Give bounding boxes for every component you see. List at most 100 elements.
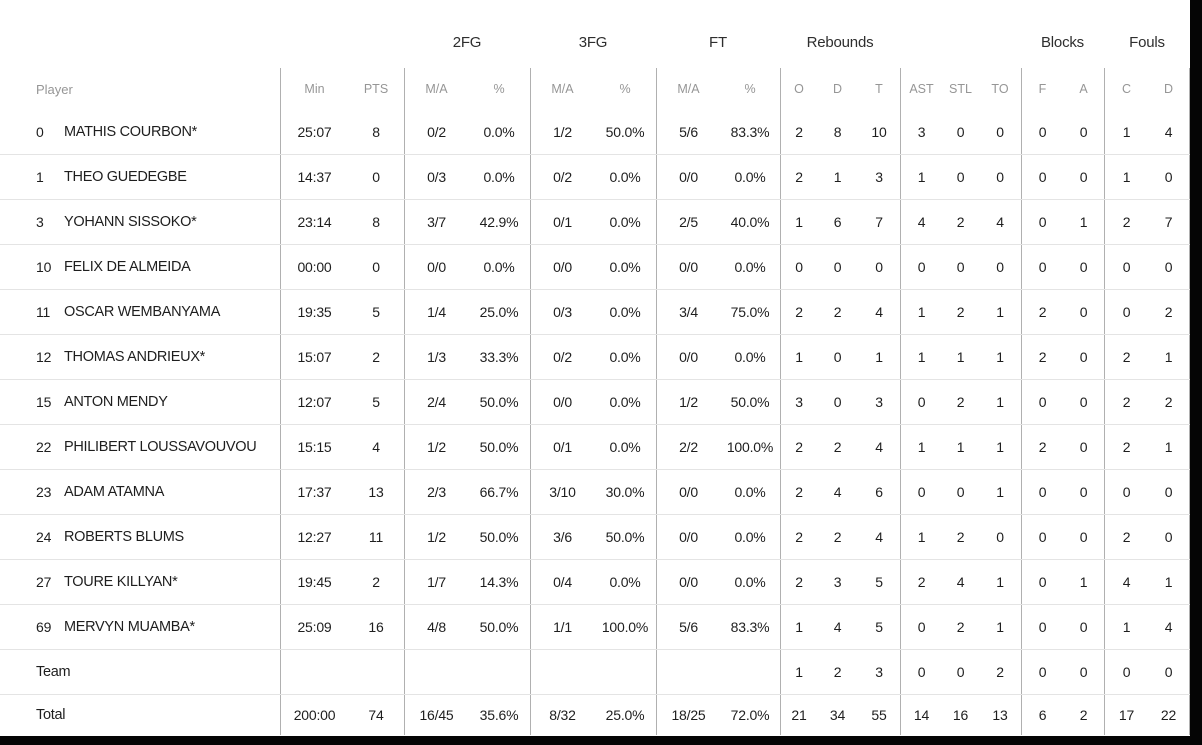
fouls-drawn-cell: 22 xyxy=(1148,695,1190,735)
points-cell: 5 xyxy=(372,304,380,320)
rebounds-total-cell: 3 xyxy=(875,169,883,185)
player-name: MATHIS COURBON* xyxy=(64,124,197,140)
header-pts: PTS xyxy=(363,82,389,96)
3fg-made-attempted-cell: 1/1 xyxy=(530,605,594,649)
turnovers-cell: 1 xyxy=(996,304,1004,320)
rebounds-offensive-cell: 0 xyxy=(780,245,817,289)
ft-percent-cell: 0.0% xyxy=(734,259,766,275)
group-header-rebounds: Rebounds xyxy=(806,33,874,51)
minutes-cell: 19:45 xyxy=(280,560,348,604)
rebounds-defensive-cell: 0 xyxy=(833,259,842,275)
table-row-player: 1 THEO GUEDEGBE 14:37 0 0/3 0.0% 0/2 0.0… xyxy=(0,155,1190,200)
minutes-cell: 25:09 xyxy=(280,605,348,649)
points-cell: 0 xyxy=(372,259,380,275)
player-cell: 3 YOHANN SISSOKO* xyxy=(0,200,280,244)
2fg-percent-cell: 50.0% xyxy=(479,439,519,455)
2fg-made-attempted-cell xyxy=(404,650,468,694)
2fg-percent-cell: 50.0% xyxy=(479,619,519,635)
3fg-made-attempted-cell: 0/2 xyxy=(530,335,594,379)
minutes-cell xyxy=(280,650,348,694)
3fg-made-attempted-cell: 3/6 xyxy=(530,515,594,559)
points-cell: 5 xyxy=(372,394,380,410)
fouls-committed-cell: 0 xyxy=(1104,650,1148,694)
rebounds-total-cell: 3 xyxy=(875,664,883,680)
blocks-for-cell: 0 xyxy=(1021,560,1063,604)
turnovers-cell: 1 xyxy=(996,439,1004,455)
2fg-made-attempted-cell: 1/7 xyxy=(404,560,468,604)
assists-cell: 0 xyxy=(900,605,942,649)
steals-cell: 0 xyxy=(956,124,965,140)
blocks-for-cell: 0 xyxy=(1021,470,1063,514)
3fg-made-attempted-cell: 0/4 xyxy=(530,560,594,604)
3fg-made-attempted-cell: 8/32 xyxy=(530,695,594,735)
ft-percent-cell: 0.0% xyxy=(734,484,766,500)
rebounds-offensive-cell: 2 xyxy=(780,155,817,199)
assists-cell: 0 xyxy=(900,380,942,424)
rebounds-defensive-cell: 2 xyxy=(833,304,842,320)
steals-cell: 16 xyxy=(952,707,969,723)
3fg-percent-cell: 0.0% xyxy=(609,574,641,590)
fouls-drawn-cell: 1 xyxy=(1148,425,1190,469)
fouls-drawn-cell: 0 xyxy=(1148,245,1190,289)
points-cell: 8 xyxy=(372,124,380,140)
fouls-committed-cell: 0 xyxy=(1104,290,1148,334)
3fg-percent-cell: 0.0% xyxy=(609,439,641,455)
3fg-percent-cell: 0.0% xyxy=(609,214,641,230)
blocks-for-cell: 6 xyxy=(1021,695,1063,735)
header-2fg-pct: % xyxy=(493,82,505,96)
rebounds-defensive-cell: 1 xyxy=(833,169,842,185)
ft-made-attempted-cell: 5/6 xyxy=(656,605,720,649)
assists-cell: 0 xyxy=(900,245,942,289)
player-cell: 11 OSCAR WEMBANYAMA xyxy=(0,290,280,334)
turnovers-cell: 1 xyxy=(996,349,1004,365)
player-number: 1 xyxy=(36,169,44,185)
rebounds-offensive-cell: 2 xyxy=(780,470,817,514)
rebounds-offensive-cell: 2 xyxy=(780,110,817,154)
fouls-committed-cell: 1 xyxy=(1104,605,1148,649)
player-number: 0 xyxy=(36,124,44,140)
player-name: Team xyxy=(36,664,71,680)
minutes-cell: 25:07 xyxy=(280,110,348,154)
3fg-percent-cell: 100.0% xyxy=(601,619,649,635)
3fg-made-attempted-cell: 0/0 xyxy=(530,245,594,289)
turnovers-cell: 1 xyxy=(996,574,1004,590)
minutes-cell: 15:07 xyxy=(280,335,348,379)
turnovers-cell: 1 xyxy=(996,394,1004,410)
minutes-cell: 15:15 xyxy=(280,425,348,469)
group-header-blocks: Blocks xyxy=(1041,33,1084,51)
ft-percent-cell: 72.0% xyxy=(730,707,770,723)
3fg-percent-cell: 0.0% xyxy=(609,349,641,365)
2fg-made-attempted-cell: 0/3 xyxy=(404,155,468,199)
fouls-committed-cell: 2 xyxy=(1104,425,1148,469)
player-number: 3 xyxy=(36,214,44,230)
points-cell: 11 xyxy=(368,529,384,545)
points-cell: 74 xyxy=(368,707,384,723)
ft-made-attempted-cell: 0/0 xyxy=(656,515,720,559)
ft-made-attempted-cell: 1/2 xyxy=(656,380,720,424)
2fg-made-attempted-cell: 16/45 xyxy=(404,695,468,735)
blocks-against-cell: 0 xyxy=(1079,349,1088,365)
ft-made-attempted-cell xyxy=(656,650,720,694)
3fg-made-attempted-cell: 1/2 xyxy=(530,110,594,154)
ft-made-attempted-cell: 0/0 xyxy=(656,335,720,379)
rebounds-defensive-cell: 2 xyxy=(833,529,842,545)
table-row-player: 12 THOMAS ANDRIEUX* 15:07 2 1/3 33.3% 0/… xyxy=(0,335,1190,380)
player-number: 12 xyxy=(36,349,52,365)
header-ft-ma: M/A xyxy=(656,68,720,110)
rebounds-defensive-cell: 0 xyxy=(833,349,842,365)
player-number: 23 xyxy=(36,484,52,500)
assists-cell: 1 xyxy=(900,290,942,334)
points-cell: 2 xyxy=(372,574,380,590)
rebounds-offensive-cell: 2 xyxy=(780,290,817,334)
2fg-made-attempted-cell: 1/3 xyxy=(404,335,468,379)
ft-percent-cell xyxy=(720,650,780,694)
player-name: ROBERTS BLUMS xyxy=(64,529,184,545)
2fg-percent-cell: 33.3% xyxy=(479,349,519,365)
fouls-drawn-cell: 0 xyxy=(1148,470,1190,514)
player-name: PHILIBERT LOUSSAVOUVOU xyxy=(64,439,257,455)
3fg-percent-cell: 25.0% xyxy=(605,707,645,723)
2fg-percent-cell: 0.0% xyxy=(483,169,515,185)
2fg-percent-cell: 50.0% xyxy=(479,529,519,545)
2fg-made-attempted-cell: 2/4 xyxy=(404,380,468,424)
3fg-made-attempted-cell: 0/3 xyxy=(530,290,594,334)
